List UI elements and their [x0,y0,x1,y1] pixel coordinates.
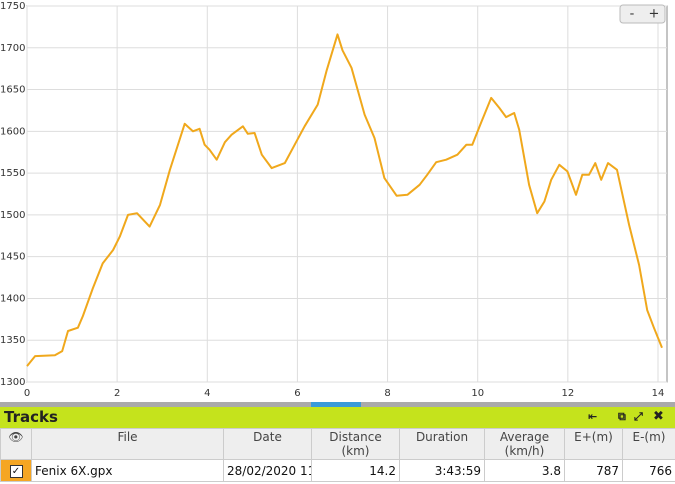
y-tick-label: 1300 [0,377,25,388]
y-tick-label: 1500 [0,210,25,221]
elevation-line [26,33,663,367]
x-tick-label: 0 [24,388,30,399]
y-tick-label: 1450 [0,252,25,263]
column-header[interactable]: Duration [399,428,485,460]
y-tick-label: 1650 [0,85,25,96]
track-cell[interactable]: 28/02/2020 11:0 [223,459,312,482]
y-tick-label: 1700 [0,43,25,54]
track-cell[interactable]: Fenix 6X.gpx [31,459,224,482]
track-cell[interactable]: 766 [622,459,675,482]
chart: 1300 1350 1400 1450 1500 1550 1600 1650 1700 1750… [0,1,675,407]
tracks-title: Tracks [4,408,58,426]
column-header[interactable]: E+(m) [564,428,623,460]
zoom-in[interactable]: + [649,7,660,22]
y-tick-label: 1550 [0,168,25,179]
close-icon[interactable]: ✖ [653,409,664,424]
y-tick-label: 1350 [0,335,25,346]
x-tick-label: 6 [294,388,300,399]
tracks-bar: Tracks ⇤ ⧉ ⤢ ✖ [0,407,675,428]
y-tick-label: 1750 [0,1,25,12]
x-tick-label: 14 [652,388,665,399]
x-tick-label: 8 [384,388,390,399]
track-cell[interactable]: 14.2 [311,459,400,482]
plot-area [26,5,668,383]
x-tick-label: 4 [204,388,210,399]
track-checkbox[interactable]: ✓ [0,459,32,482]
window-icon[interactable]: ⧉ [618,410,626,423]
track-cell[interactable]: 3.8 [484,459,565,482]
column-header[interactable]: Date [223,428,312,460]
scroll-thumb[interactable] [311,402,361,407]
zoom-controls: - + [619,4,666,24]
y-tick-label: 1400 [0,293,25,304]
column-header[interactable]: File [31,428,224,460]
collapse-icon[interactable]: ⇤ [588,410,598,423]
x-tick-label: 12 [561,388,574,399]
visibility-header: 👁 [0,428,32,460]
y-tick-label: 1600 [0,126,25,137]
column-header[interactable]: Distance (km) [311,428,400,460]
column-header[interactable]: E-(m) [622,428,675,460]
column-header[interactable]: Average (km/h) [484,428,565,460]
track-cell[interactable]: 787 [564,459,623,482]
expand-icon[interactable]: ⤢ [634,410,643,423]
track-cell[interactable]: 3:43:59 [399,459,485,482]
zoom-out[interactable]: - [630,7,635,22]
zoom-box [619,4,666,24]
tracks-table: 👁 File Date Distance (km) Duration Average (k… [0,428,675,482]
x-tick-label: 10 [471,388,484,399]
x-tick-label: 2 [114,388,120,399]
